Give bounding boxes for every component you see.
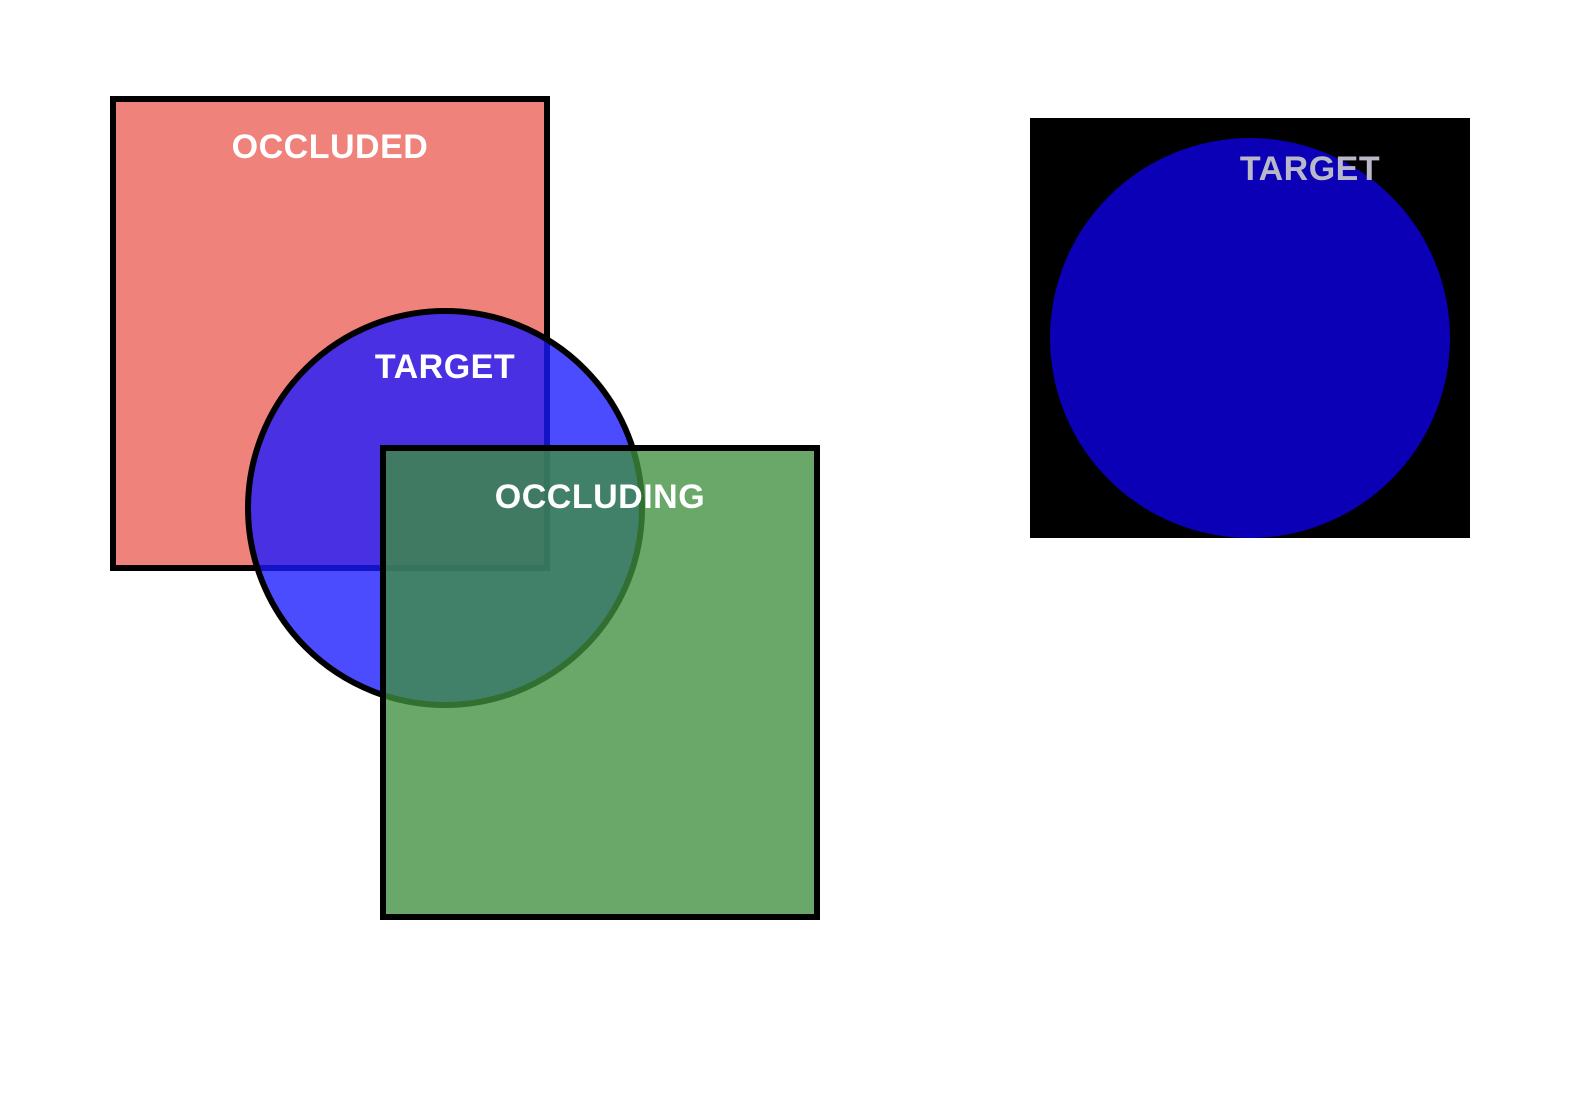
target-label-left: TARGET bbox=[245, 348, 645, 387]
diagram-stage: OCCLUDED TARGET OCCLUDING TARGET bbox=[0, 0, 1570, 1110]
target-circle-right bbox=[1050, 138, 1450, 538]
target-label-right: TARGET bbox=[1110, 150, 1510, 189]
occluding-label: OCCLUDING bbox=[400, 478, 800, 517]
occluded-label: OCCLUDED bbox=[130, 128, 530, 167]
